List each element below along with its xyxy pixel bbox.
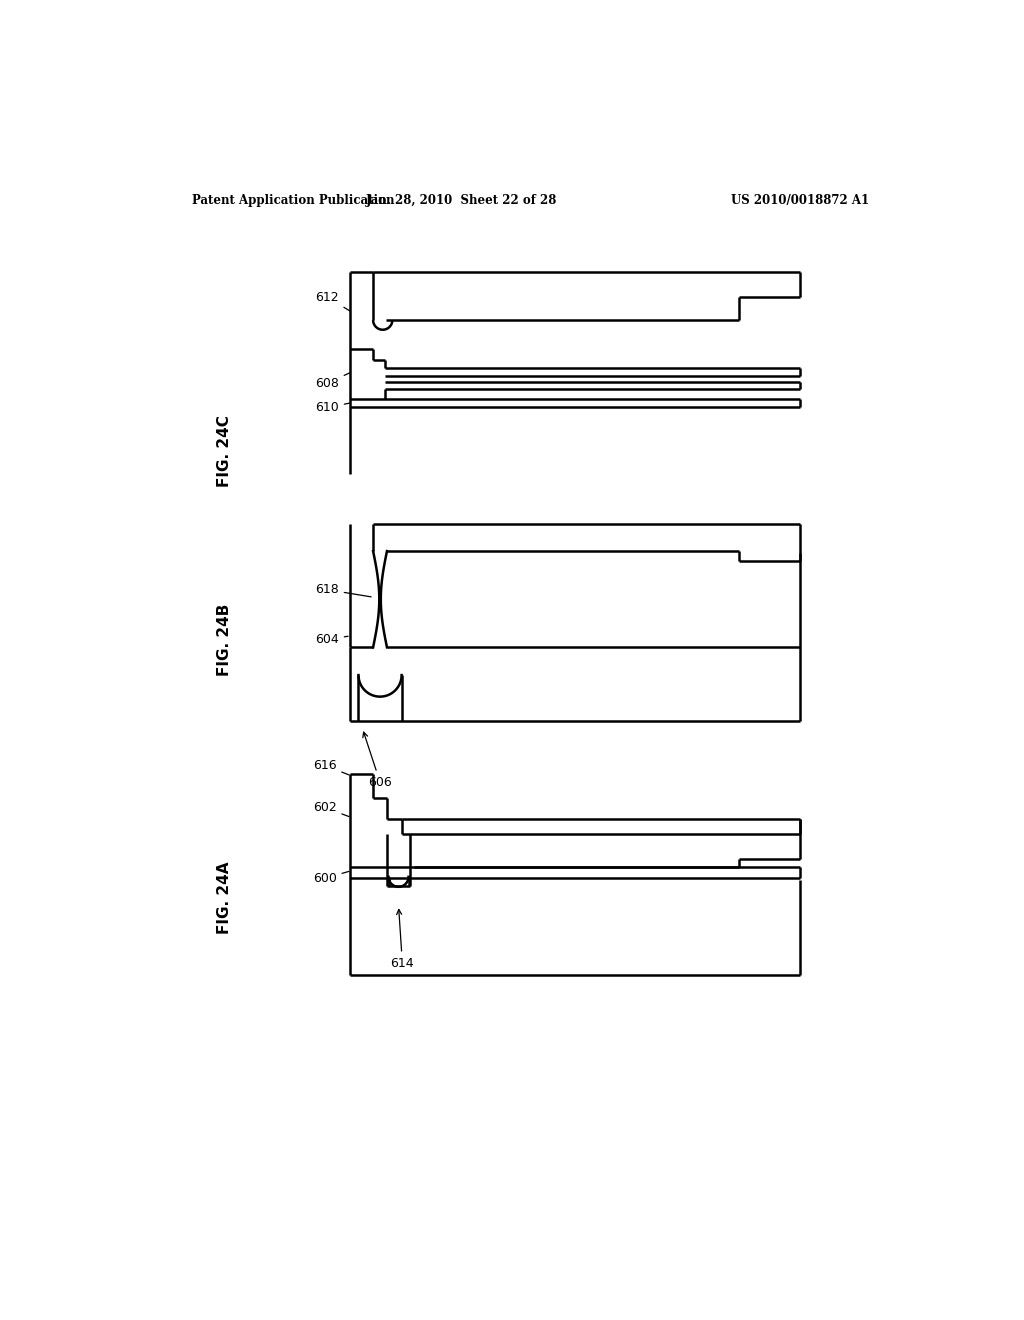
Text: 610: 610 xyxy=(315,401,349,414)
Text: 616: 616 xyxy=(312,759,349,775)
Text: Patent Application Publication: Patent Application Publication xyxy=(193,194,394,207)
Text: FIG. 24A: FIG. 24A xyxy=(217,862,231,933)
Text: US 2010/0018872 A1: US 2010/0018872 A1 xyxy=(731,194,869,207)
Text: Jan. 28, 2010  Sheet 22 of 28: Jan. 28, 2010 Sheet 22 of 28 xyxy=(366,194,557,207)
Text: 618: 618 xyxy=(315,583,371,597)
Text: FIG. 24C: FIG. 24C xyxy=(217,414,231,487)
Text: 600: 600 xyxy=(312,871,349,884)
Text: 602: 602 xyxy=(312,801,349,817)
Text: 612: 612 xyxy=(315,290,350,312)
Text: 604: 604 xyxy=(315,634,348,647)
Text: 608: 608 xyxy=(315,372,350,389)
Text: 614: 614 xyxy=(390,909,414,970)
Text: 606: 606 xyxy=(362,733,392,788)
Text: FIG. 24B: FIG. 24B xyxy=(217,603,231,676)
